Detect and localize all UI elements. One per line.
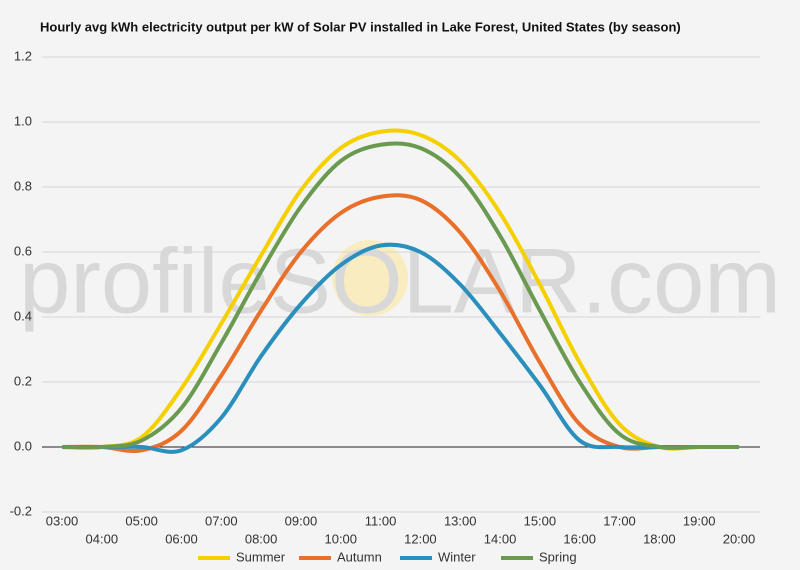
x-tick-label: 07:00 — [205, 513, 238, 528]
x-tick-label: 13:00 — [444, 513, 477, 528]
x-tick-label: 03:00 — [46, 513, 79, 528]
y-tick-label: -0.2 — [10, 503, 32, 518]
x-tick-label: 19:00 — [683, 513, 716, 528]
x-tick-label: 16:00 — [563, 531, 596, 546]
y-tick-label: 0.8 — [14, 178, 32, 193]
y-tick-label: 0.4 — [14, 308, 32, 323]
x-tick-label: 05:00 — [125, 513, 158, 528]
x-tick-label: 20:00 — [723, 531, 756, 546]
legend-label: Spring — [539, 549, 577, 564]
x-tick-label: 08:00 — [245, 531, 278, 546]
x-tick-label: 06:00 — [165, 531, 198, 546]
x-tick-label: 18:00 — [643, 531, 676, 546]
y-tick-label: 0.2 — [14, 373, 32, 388]
series-line — [61, 141, 739, 450]
chart-title: Hourly avg kWh electricity output per kW… — [40, 19, 681, 34]
x-tick-label: 14:00 — [484, 531, 517, 546]
y-tick-label: 0.0 — [14, 438, 32, 453]
series-line — [62, 242, 739, 454]
x-tick-label: 04:00 — [86, 531, 119, 546]
x-tick-label: 09:00 — [285, 513, 318, 528]
legend-label: Autumn — [337, 549, 382, 564]
x-tick-label: 17:00 — [603, 513, 636, 528]
x-tick-label: 11:00 — [365, 513, 397, 528]
legend-label: Winter — [438, 549, 476, 564]
legend-label: Summer — [236, 549, 286, 564]
y-tick-label: 1.2 — [14, 48, 32, 63]
x-tick-label: 15:00 — [524, 513, 557, 528]
y-tick-label: 1.0 — [14, 113, 32, 128]
x-tick-label: 10:00 — [324, 531, 357, 546]
y-tick-label: 0.6 — [14, 243, 32, 258]
x-tick-label: 12:00 — [404, 531, 437, 546]
series-line — [61, 128, 739, 451]
